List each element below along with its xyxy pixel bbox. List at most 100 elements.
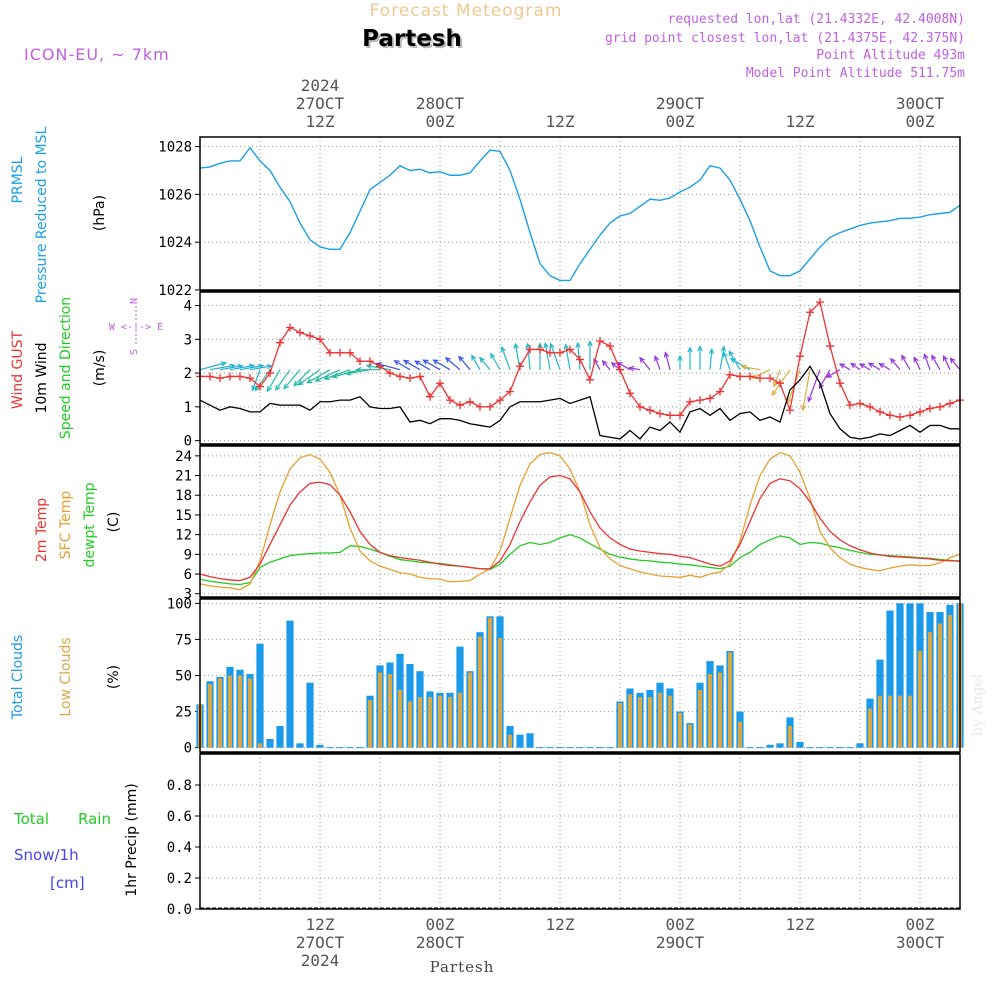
wind-arrow bbox=[931, 355, 941, 370]
legend-snow: Snow/1h bbox=[14, 846, 79, 864]
wind-arrow-head bbox=[575, 341, 581, 348]
low-cloud-bar bbox=[418, 697, 422, 748]
location-title-shadow: Partesh bbox=[364, 28, 464, 54]
low-cloud-bar bbox=[938, 623, 942, 748]
bottom-time-label: 12Z bbox=[306, 915, 335, 934]
gust-marker bbox=[216, 374, 224, 383]
total-cloud-bar bbox=[766, 744, 774, 748]
gust-marker bbox=[266, 369, 274, 378]
legend-snow-unit: [cm] bbox=[50, 874, 85, 892]
gust-marker bbox=[306, 331, 314, 340]
wind-unit: (m/s) bbox=[92, 350, 108, 387]
wind-arrow bbox=[229, 364, 254, 371]
wind-arrow bbox=[445, 357, 461, 371]
wind-arrow-head bbox=[838, 363, 846, 369]
wind-arrow bbox=[839, 363, 851, 371]
wind-arrow-head bbox=[402, 359, 410, 365]
wind-arrow bbox=[611, 362, 621, 371]
bottom-time-label: 00Z bbox=[666, 915, 695, 934]
gust-marker bbox=[496, 396, 504, 405]
low-cloud-bar bbox=[908, 695, 912, 748]
gust-marker bbox=[296, 328, 304, 337]
gust-marker bbox=[646, 406, 654, 415]
plot-area bbox=[200, 446, 960, 597]
gust-marker bbox=[926, 404, 934, 413]
low-cloud-bar bbox=[878, 695, 882, 748]
wind-arrow-head bbox=[314, 376, 321, 382]
wind-arrow-head bbox=[901, 354, 907, 361]
total-cloud-bar bbox=[266, 739, 274, 748]
temp-unit: (C) bbox=[106, 512, 122, 533]
total-cloud-bar bbox=[306, 682, 314, 748]
low-cloud-bar bbox=[428, 697, 432, 748]
low-cloud-bar bbox=[248, 678, 252, 748]
total-cloud-bar bbox=[906, 603, 914, 748]
low-cloud-bar bbox=[448, 697, 452, 748]
low-cloud-bar bbox=[628, 694, 632, 748]
wind-arrow bbox=[471, 355, 481, 370]
gust-marker bbox=[366, 357, 374, 366]
wind-arrow-head bbox=[654, 355, 660, 362]
gust-marker bbox=[326, 348, 334, 357]
wind-arrow-head bbox=[807, 396, 813, 403]
low-cloud-bar bbox=[498, 637, 502, 748]
wind-arrow bbox=[423, 359, 441, 371]
gust-marker bbox=[696, 396, 704, 405]
low-cloud-bar bbox=[458, 692, 462, 748]
wind-arrow bbox=[209, 364, 235, 371]
wind-arrow bbox=[527, 343, 531, 370]
wind-arrow-head bbox=[878, 362, 885, 369]
pressure-label-2: Pressure Reduced to MSL bbox=[34, 126, 50, 303]
wind-arrow bbox=[249, 365, 272, 371]
wind-arrow-head bbox=[722, 351, 728, 358]
wind-arrow bbox=[544, 343, 551, 370]
total-cloud-bar bbox=[776, 743, 784, 748]
top-time-label: 12Z bbox=[786, 112, 815, 131]
low-cloud-bar bbox=[668, 695, 672, 748]
temp2m-line bbox=[199, 474, 960, 582]
wind-arrow-head bbox=[729, 358, 737, 364]
gust-marker bbox=[246, 374, 254, 383]
wind-arrow bbox=[913, 357, 921, 370]
wind-arrow bbox=[826, 369, 841, 378]
low-cloud-bar bbox=[378, 672, 382, 748]
gust-marker bbox=[686, 397, 694, 406]
low-cloud-bar bbox=[408, 701, 412, 748]
gust-marker bbox=[946, 399, 954, 408]
y-tick-label: 12 bbox=[175, 528, 192, 544]
location-title: Partesh bbox=[362, 26, 462, 52]
pressure-unit: (hPa) bbox=[92, 195, 108, 231]
y-tick-label: 0 bbox=[184, 434, 192, 450]
wind-arrow-head bbox=[266, 386, 273, 393]
wind-arrow-head bbox=[697, 345, 703, 352]
gust-marker bbox=[856, 399, 864, 408]
wind-arrow bbox=[664, 352, 671, 370]
wind-arrow bbox=[490, 353, 501, 370]
y-tick-label: 1024 bbox=[158, 235, 192, 251]
gust-marker bbox=[286, 323, 294, 332]
wind-arrow bbox=[859, 363, 871, 371]
wind-arrow-head bbox=[293, 380, 299, 387]
y-tick-label: 21 bbox=[175, 469, 192, 485]
wind-arrow bbox=[773, 369, 781, 387]
top-time-label: 30OCT bbox=[896, 94, 945, 113]
top-time-label: 00Z bbox=[426, 112, 455, 131]
wind-arrow bbox=[199, 362, 227, 371]
info-gridpoint: grid point closest lon,lat (21.4375E, 42… bbox=[605, 31, 965, 46]
wind-arrow bbox=[275, 369, 291, 391]
wind-arrow-head bbox=[850, 362, 857, 369]
gust-marker bbox=[586, 375, 594, 384]
wind-arrow-head bbox=[549, 342, 555, 349]
wind-arrow-head bbox=[283, 383, 289, 390]
wind-arrow bbox=[879, 363, 891, 371]
wind-arrow bbox=[802, 369, 811, 410]
wind-arrow bbox=[458, 356, 471, 371]
bottom-time-label: 2024 bbox=[301, 951, 340, 970]
low-cloud-bar bbox=[918, 650, 922, 748]
wind-arrow bbox=[723, 352, 731, 370]
bottom-time-label: 12Z bbox=[546, 915, 575, 934]
plot-area bbox=[200, 754, 960, 909]
gust-marker bbox=[526, 345, 534, 354]
